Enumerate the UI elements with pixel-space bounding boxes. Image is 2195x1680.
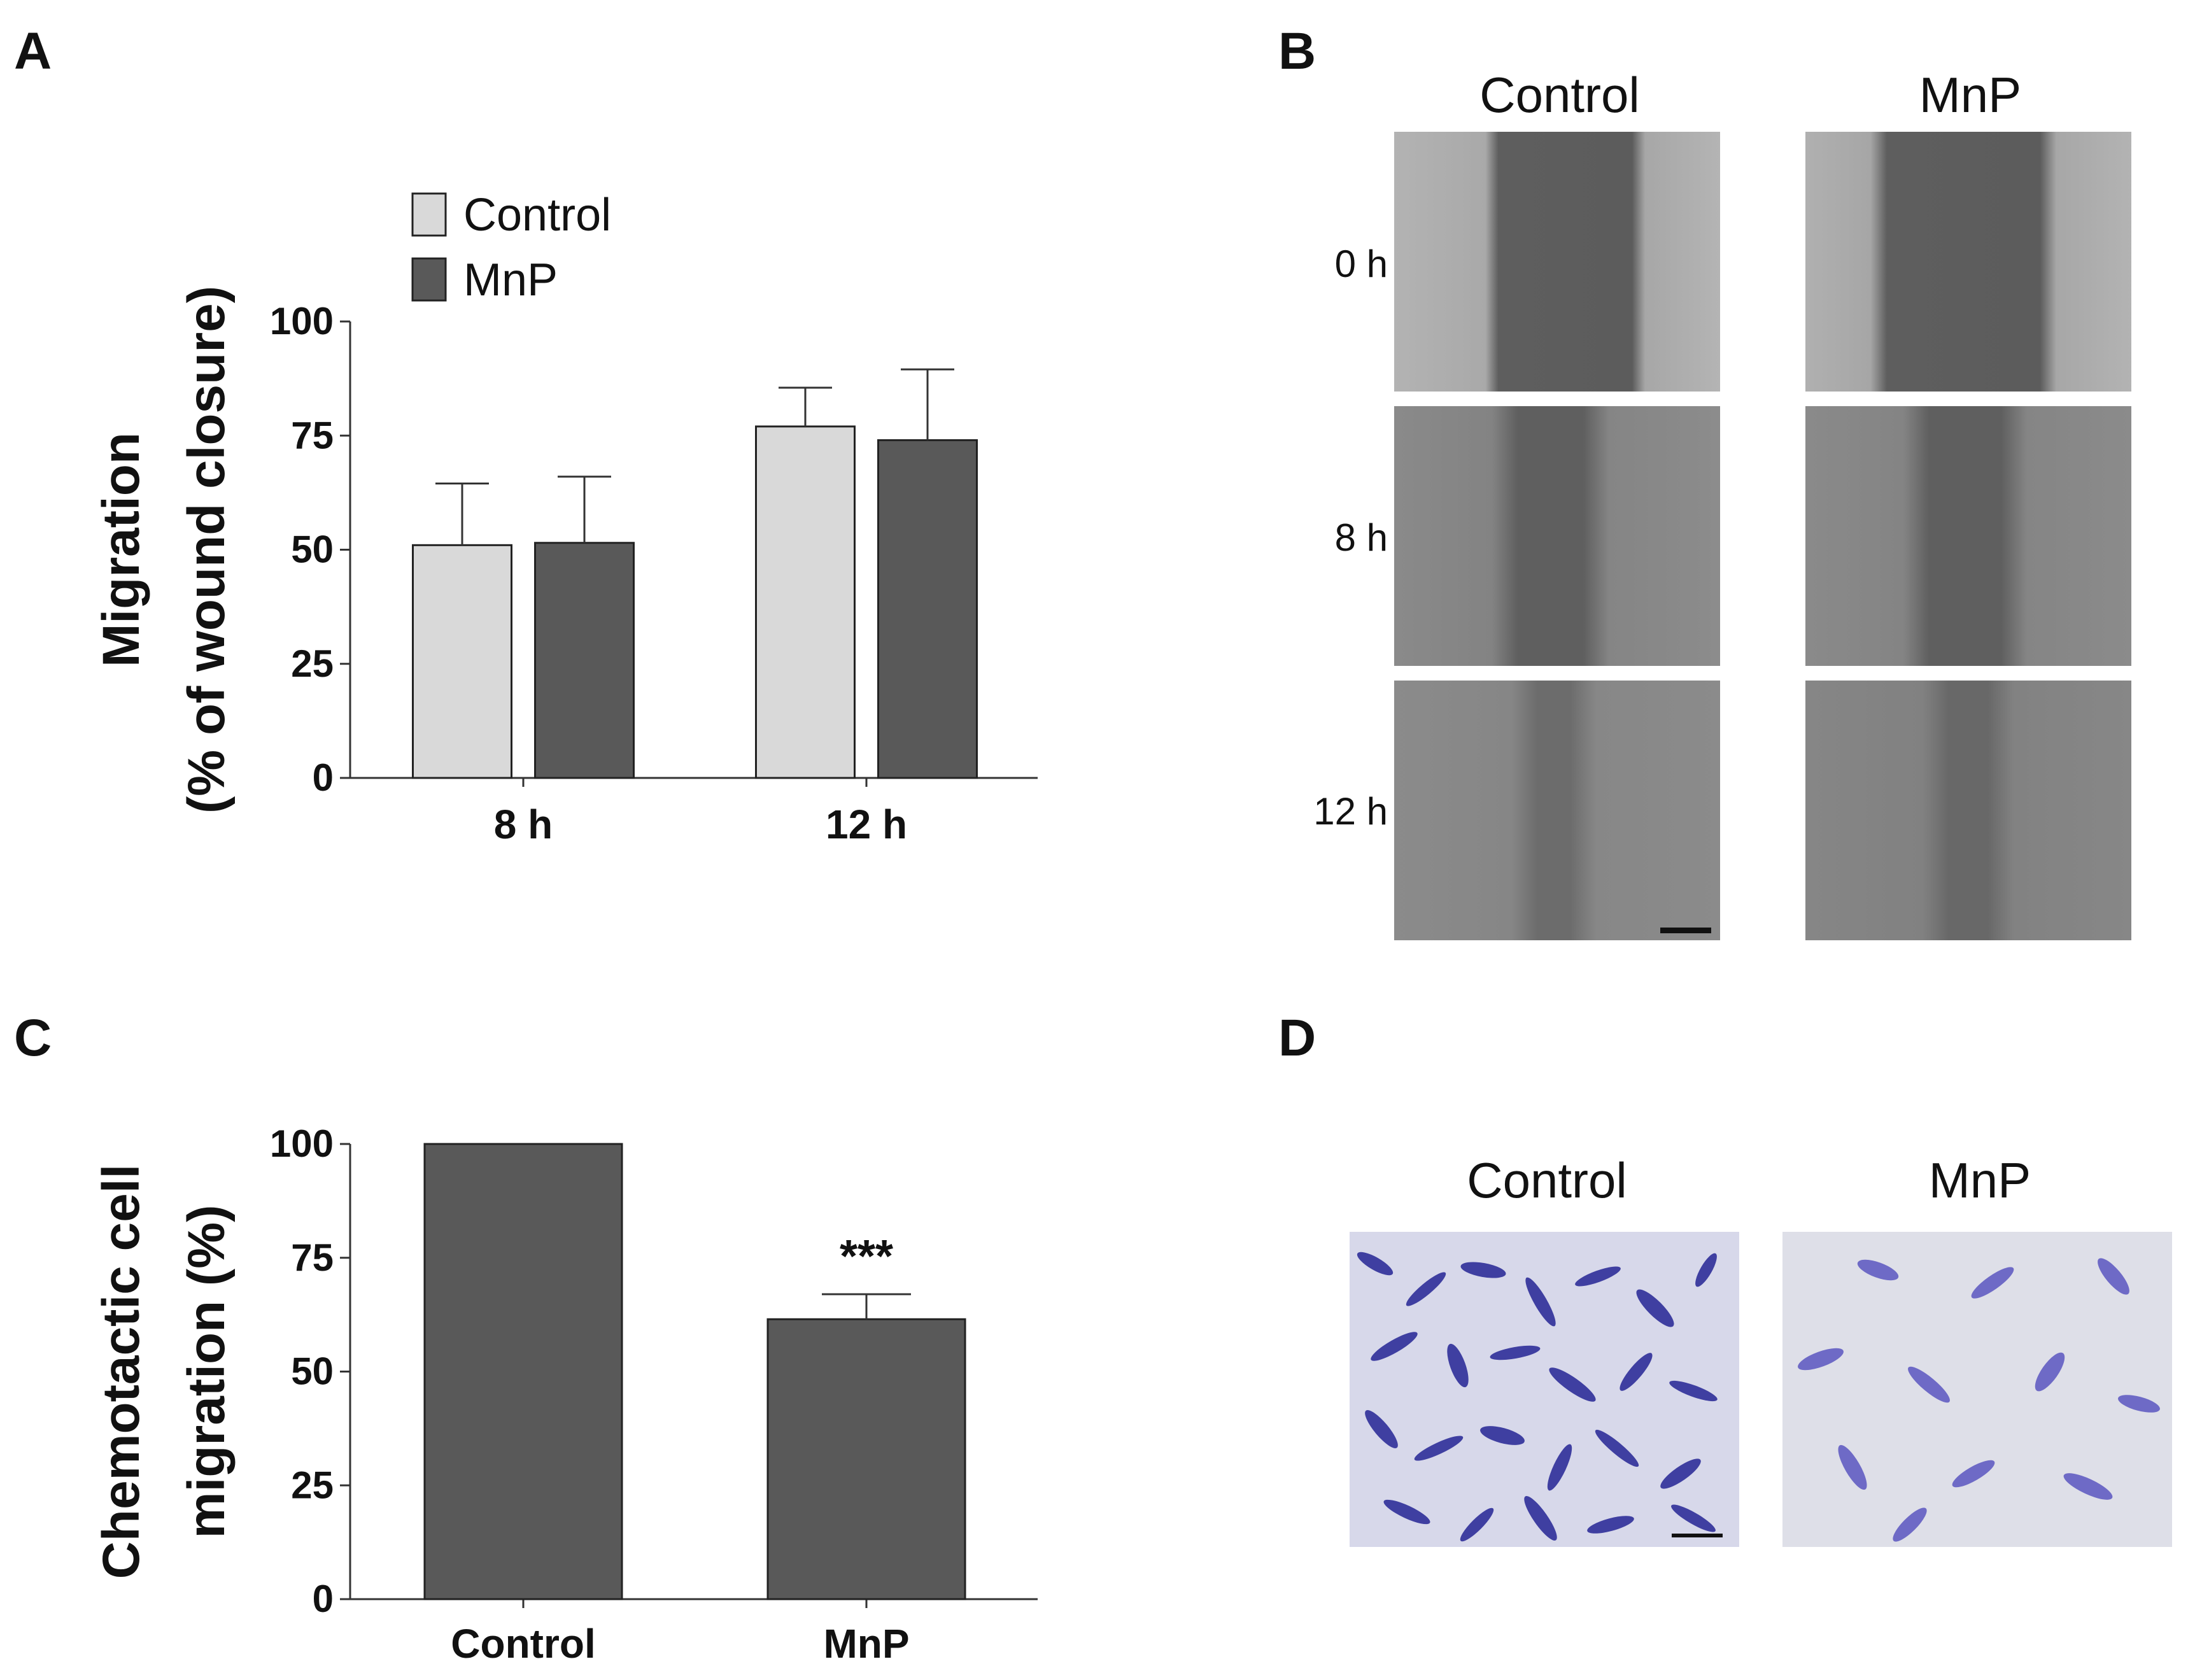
bar-mnp — [766, 1318, 966, 1600]
x-tick-label: Control — [451, 1621, 596, 1667]
scale-bar-b — [1660, 928, 1711, 933]
y-tick-label: 75 — [291, 414, 334, 456]
x-tick-label: MnP — [823, 1621, 909, 1667]
x-tick-label: 12 h — [826, 801, 907, 847]
bar-mnp-8h — [534, 542, 635, 779]
legend-label-mnp: MnP — [463, 255, 558, 306]
micrograph-control-0h — [1394, 132, 1720, 392]
legend-swatch-mnp — [411, 257, 447, 302]
significance-annotation: *** — [840, 1231, 893, 1282]
y-axis-label: Migration — [92, 432, 150, 667]
scale-bar-d — [1672, 1534, 1723, 1537]
panel-letter-b: B — [1278, 22, 1316, 80]
bar-control — [423, 1143, 623, 1600]
y-tick-label: 50 — [291, 1350, 334, 1393]
micrograph-mnp-12h — [1805, 681, 2131, 940]
panel-b-column-mnp: MnP — [1919, 67, 2022, 123]
panel-b-row-0h: 0 h — [1334, 243, 1388, 285]
y-axis-label: (% of wound closure) — [178, 286, 236, 814]
y-axis-label: Chemotactic cell — [92, 1164, 150, 1579]
y-tick-label: 25 — [291, 642, 334, 685]
micrograph-transwell-mnp — [1782, 1232, 2172, 1547]
panel-b-row-12h: 12 h — [1313, 790, 1388, 833]
y-axis-label: migration (%) — [178, 1205, 236, 1539]
panel-d-column-control: Control — [1467, 1152, 1627, 1208]
transwell-mnp-cells — [1798, 1258, 2160, 1542]
transwell-control-cells — [1357, 1252, 1718, 1542]
x-tick-label: 8 h — [494, 801, 553, 847]
y-tick-label: 0 — [313, 756, 334, 799]
y-tick-label: 50 — [291, 528, 334, 571]
y-tick-label: 75 — [291, 1236, 334, 1279]
panel-letter-a: A — [14, 22, 52, 80]
legend-swatch-control — [411, 192, 447, 237]
chart-c: 0 25 50 75 100 Chemotactic cell migration (%) C… — [92, 1122, 1038, 1667]
y-tick-label: 100 — [270, 300, 334, 342]
y-tick-label: 25 — [291, 1464, 334, 1506]
bar-mnp-12h — [877, 439, 978, 779]
y-tick-label: 100 — [270, 1122, 334, 1165]
panel-b-column-control: Control — [1479, 67, 1640, 123]
legend-label-control: Control — [463, 190, 611, 241]
panel-letter-c: C — [14, 1009, 52, 1067]
panel-b-row-8h: 8 h — [1334, 516, 1388, 559]
micrograph-control-12h — [1394, 681, 1720, 940]
panel-letter-d: D — [1278, 1009, 1316, 1067]
panel-d-column-mnp: MnP — [1928, 1152, 2031, 1208]
micrograph-control-8h — [1394, 406, 1720, 666]
y-tick-label: 0 — [313, 1578, 334, 1620]
micrograph-transwell-control — [1350, 1232, 1739, 1547]
micrograph-mnp-8h — [1805, 406, 2131, 666]
micrograph-mnp-0h — [1805, 132, 2131, 392]
chart-a: 0 25 50 75 100 Migration (% of wound closure) 8… — [92, 190, 1038, 847]
bar-control-12h — [755, 425, 856, 779]
